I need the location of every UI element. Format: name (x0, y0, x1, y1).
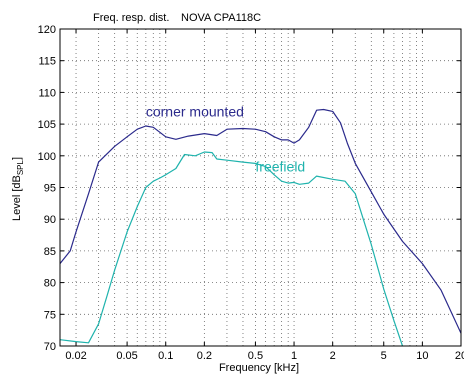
series-layer (60, 108, 461, 346)
y-tick-label: 120 (38, 24, 56, 36)
x-axis-label: Frequency [kHz] (219, 362, 299, 374)
y-tick-label: 75 (44, 309, 56, 321)
y-axis-label-end: ] (11, 157, 23, 160)
y-tick-label: 115 (38, 56, 56, 68)
grid-lines (60, 29, 461, 346)
x-tick-label: 0.05 (116, 350, 137, 362)
x-tick-label: 20 (455, 350, 464, 362)
annotation-corner-mounted: corner mounted (146, 103, 244, 119)
y-tick-label: 70 (44, 341, 56, 353)
chart-title-right: NOVA CPA118C (181, 12, 261, 24)
annotations: corner mounted freefield (146, 103, 305, 174)
x-tick-label: 0.02 (65, 350, 86, 362)
annotation-freefield: freefield (255, 159, 305, 175)
y-tick-label: 110 (38, 87, 56, 99)
x-tick-label: 1 (291, 350, 297, 362)
x-tick-label: 5 (381, 350, 387, 362)
y-axis-label-group: Level [dBSPL] (11, 157, 25, 221)
x-tick-label: 2 (330, 350, 336, 362)
y-axis-label-sub: SPL (16, 159, 25, 175)
chart-title-left: Freq. resp. dist. (93, 12, 169, 24)
y-tick-label: 100 (38, 151, 56, 163)
x-tick-label: 0.1 (158, 350, 173, 362)
series-line-corner-mounted (60, 108, 461, 334)
y-axis-label-main: Level [dB (11, 175, 23, 221)
y-tick-label: 80 (44, 278, 56, 290)
y-tick-label: 105 (38, 119, 56, 131)
x-tick-label: 0.5 (248, 350, 263, 362)
y-tick-label: 95 (44, 183, 56, 195)
x-tick-label: 10 (416, 350, 428, 362)
series-line-freefield (60, 151, 404, 346)
y-tick-label: 90 (44, 214, 56, 226)
axis-ticks: 0.02 0.05 0.1 0.2 0.5 1 2 5 10 20 70 75 80 85 90 95 100 1… (38, 24, 464, 362)
y-tick-label: 85 (44, 246, 56, 258)
x-tick-label: 0.2 (197, 350, 212, 362)
y-axis-label: Level [dBSPL] (11, 157, 25, 221)
